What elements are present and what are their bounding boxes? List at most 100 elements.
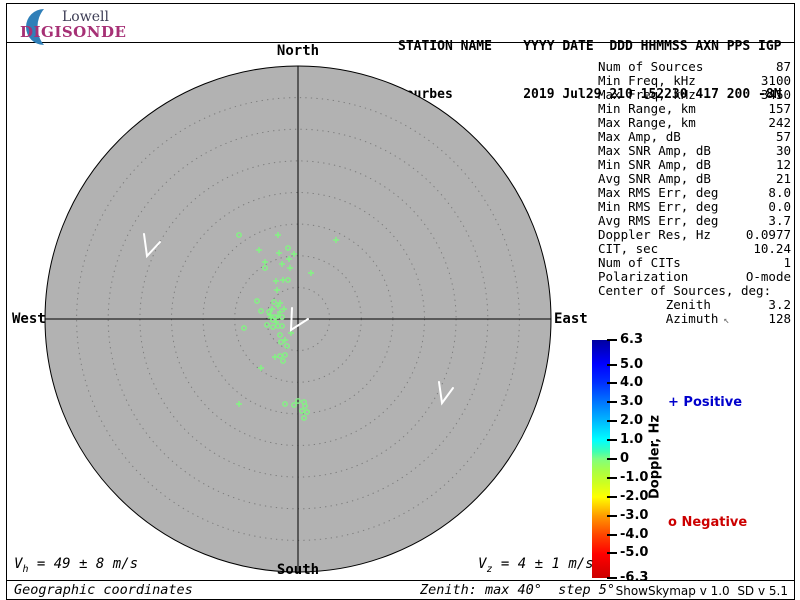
negative-doppler-source [291, 402, 297, 408]
parameter-row: Center of Sources, deg: [598, 284, 791, 298]
negative-doppler-source [302, 403, 308, 409]
crescent-icon [26, 9, 44, 45]
negative-doppler-source [301, 415, 307, 421]
negative-doppler-source [258, 308, 264, 314]
positive-doppler-source [333, 237, 339, 243]
vz-subscript: z [486, 563, 493, 575]
negative-doppler-source [271, 299, 277, 305]
parameter-row: Max Range, km 242 [598, 116, 791, 130]
parameter-value: 30 [775, 143, 791, 158]
parameter-row: Avg SNR Amp, dB 21 [598, 172, 791, 186]
parameter-label: Max Range, km [598, 115, 696, 130]
colorbar-tick [607, 382, 617, 385]
parameter-row: Num of Sources 87 [598, 60, 791, 74]
positive-doppler-source [279, 261, 285, 267]
parameter-value: O-mode [745, 269, 791, 284]
coordinates-label: Geographic coordinates [14, 582, 193, 598]
negative-doppler-source [277, 353, 283, 359]
station-header-columns: STATION NAME YYYY DATE DDD HHMMSS AXN PP… [398, 39, 782, 54]
parameter-value: 10.24 [753, 241, 791, 256]
vz-symbol: V [478, 556, 487, 572]
parameter-value: 87 [775, 59, 791, 74]
parameter-row: Min Freq, kHz 3100 [598, 74, 791, 88]
parameter-row: Min SNR Amp, dB 12 [598, 158, 791, 172]
compass-south-label: South [276, 562, 320, 578]
positive-doppler-source [308, 270, 314, 276]
positive-doppler-source [258, 365, 264, 371]
negative-doppler-source [295, 398, 301, 404]
colorbar-tick-label: 4.0 [620, 375, 644, 391]
parameter-row: Max SNR Amp, dB 30 [598, 144, 791, 158]
positive-doppler-source [272, 354, 278, 360]
parameter-value: 0.0977 [745, 227, 791, 242]
parameter-value: 242 [768, 115, 791, 130]
parameter-label: Num of CITs [598, 255, 681, 270]
colorbar-tick [607, 476, 617, 479]
positive-doppler-source [273, 278, 279, 284]
parameter-value: 3100 [760, 73, 791, 88]
negative-doppler-source [236, 232, 242, 238]
negative-doppler-source [254, 298, 260, 304]
parameter-row: Doppler Res, Hz 0.0977 [598, 228, 791, 242]
positive-doppler-source [276, 250, 282, 256]
parameter-label: Min SNR Amp, dB [598, 157, 711, 172]
header-divider [7, 42, 794, 43]
station-header-values: Dourbes 2019 Jul29 210 152230 417 200 -8… [398, 87, 782, 102]
parameter-value: 3450 [760, 87, 791, 102]
positive-doppler-source [291, 251, 297, 257]
doppler-colorbar: 6.3 5.0 4.0 3.0 2.0 1.0 0 -1.0 -2.0 -3.0 -4.0 -5.0 -… [592, 332, 792, 585]
colorbar-tick-label: 6.3 [620, 332, 644, 348]
positive-doppler-source [236, 401, 242, 407]
colorbar-tick [607, 533, 617, 536]
negative-doppler-source [279, 323, 285, 329]
parameter-label: Min Range, km [598, 101, 696, 116]
colorbar-tick-label: 3.0 [620, 394, 644, 410]
parameter-row: Max Freq, kHz 3450 [598, 88, 791, 102]
negative-doppler-source [285, 245, 291, 251]
colorbar-tick-label: -1.0 [620, 470, 649, 486]
parameter-label: CIT, sec [598, 241, 659, 256]
positive-doppler-source [280, 277, 286, 283]
parameter-label: Min RMS Err, deg [598, 199, 719, 214]
parameter-row: Avg RMS Err, deg 3.7 [598, 214, 791, 228]
positive-doppler-source [268, 315, 274, 321]
parameter-value: 3.7 [768, 213, 791, 228]
footer-divider [7, 580, 794, 581]
positive-doppler-source [273, 319, 279, 325]
colorbar-tick-label: -5.0 [620, 545, 649, 561]
parameter-row: Max RMS Err, deg 8.0 [598, 186, 791, 200]
positive-doppler-source [269, 306, 275, 312]
parameter-value: 21 [775, 171, 791, 186]
parameter-label: Center of Sources, deg: [598, 283, 772, 298]
parameter-label: Avg RMS Err, deg [598, 213, 719, 228]
positive-doppler-source [287, 265, 293, 271]
parameter-label: Max Freq, kHz [598, 87, 696, 102]
vertical-velocity: Vz = 4 ± 1 m/s [478, 556, 594, 575]
colorbar-tick [607, 458, 617, 460]
compass-east-label: East [554, 311, 588, 327]
parameter-label: Num of Sources [598, 59, 704, 74]
compass-west-label: West [12, 311, 46, 327]
parameter-label: Avg SNR Amp, dB [598, 171, 711, 186]
parameter-label: Polarization [598, 269, 689, 284]
negative-doppler-source [280, 358, 286, 364]
parameter-label: Max RMS Err, deg [598, 185, 719, 200]
vz-value: = 4 ± 1 m/s [492, 556, 594, 572]
parameter-row: Min RMS Err, deg 0.0 [598, 200, 791, 214]
parameter-list: Num of Sources 87 Min Freq, kHz 3100 Max Fre… [598, 60, 791, 328]
parameter-label: Zenith [598, 297, 711, 312]
vh-subscript: h [22, 563, 29, 575]
colorbar-tick [607, 339, 617, 341]
parameter-value: 157 [768, 101, 791, 116]
colorbar-tick-label: -4.0 [620, 526, 649, 542]
software-version-label: ShowSkymap v 1.0 SD v 5.1 [615, 584, 788, 598]
parameter-label: Azimuth ↖ [598, 311, 730, 327]
parameter-label: Min Freq, kHz [598, 73, 696, 88]
vh-symbol: V [14, 556, 23, 572]
parameter-value: 8.0 [768, 185, 791, 200]
azimuth-direction-icon: ↖ [723, 315, 730, 326]
crosshair-axes [45, 66, 551, 572]
white-vector-mark [143, 233, 161, 259]
parameter-value: 12 [775, 157, 791, 172]
